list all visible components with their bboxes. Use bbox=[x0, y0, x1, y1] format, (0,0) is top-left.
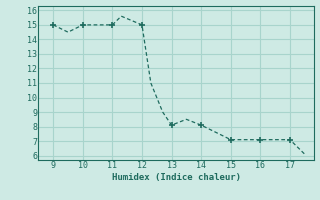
X-axis label: Humidex (Indice chaleur): Humidex (Indice chaleur) bbox=[111, 173, 241, 182]
